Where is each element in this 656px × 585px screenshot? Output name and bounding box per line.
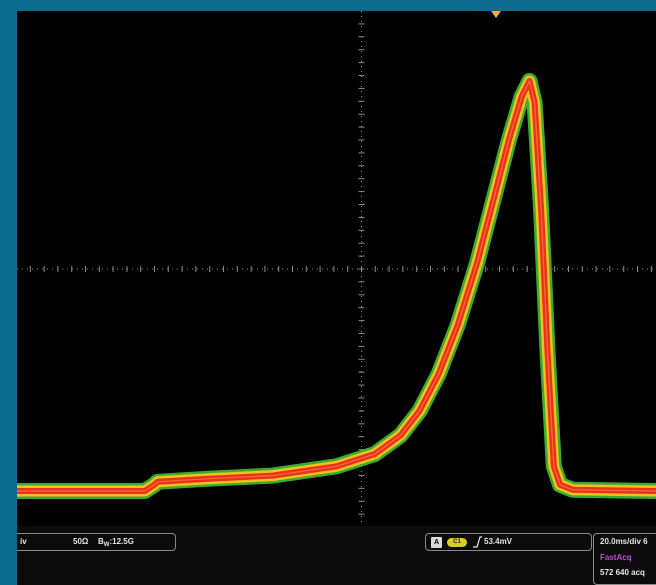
waveform-trace-outer [17,73,656,499]
bandwidth-sub: W [103,542,110,548]
acquisition-readout[interactable]: 20.0ms/div 6 FastAcq 572 640 acq [593,533,656,585]
waveform-trace-highlight [17,80,656,492]
trigger-source-badge: C1 [447,538,467,547]
vertical-settings-readout[interactable]: iv 50Ω BW:12.5G [17,533,176,551]
graticule-grid [17,11,656,526]
waveform-display[interactable] [17,11,656,526]
channel-scale: iv [20,537,27,546]
trigger-settings-readout[interactable]: A C1 53.4mV [425,533,592,551]
horizontal-scale: 20.0ms/div 6 [600,537,648,546]
rising-edge-icon [473,536,482,548]
acquisition-count: 572 640 acq [600,568,645,577]
channel-bandwidth: BW:12.5G [98,537,134,548]
bandwidth-value: :12.5G [109,537,134,546]
trigger-position-marker-icon[interactable] [491,11,501,18]
trigger-mode-icon: A [431,537,442,548]
trigger-level: 53.4mV [484,537,513,546]
channel-termination: 50Ω [73,537,89,546]
acquisition-mode: FastAcq [600,553,632,562]
status-bar: iv 50Ω BW:12.5G A C1 53.4mV 20.0ms/div 6… [17,526,656,585]
waveform-trace-core [17,78,656,494]
bandwidth-prefix: B [98,537,104,546]
waveform-trace-mid [17,75,656,497]
